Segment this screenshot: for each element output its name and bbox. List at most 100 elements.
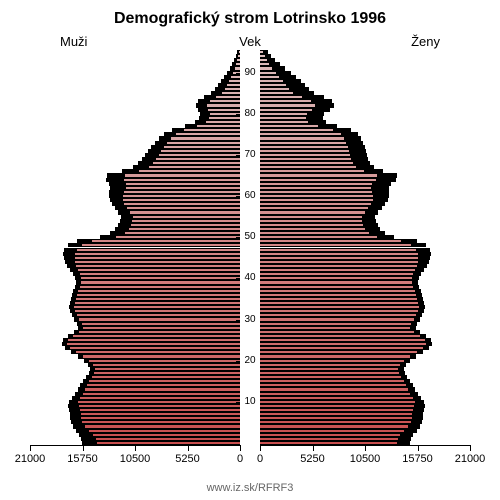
female-bar-row [260,260,470,264]
male-bar-row [30,293,240,297]
female-bar-row [260,392,470,396]
male-bar-row [30,178,240,182]
male-bar-row [30,79,240,83]
female-bar-row [260,103,470,107]
male-bar-row [30,124,240,128]
male-bar-row [30,297,240,301]
male-bar-row [30,375,240,379]
female-bar-row [260,301,470,305]
female-bar-row [260,141,470,145]
female-bar-row [260,182,470,186]
female-bar-row [260,272,470,276]
female-bar-row [260,149,470,153]
female-bar-row [260,408,470,412]
x-tick-label: 10500 [120,453,151,465]
male-bar-row [30,128,240,132]
male-bar-row [30,182,240,186]
female-bar-row [260,215,470,219]
male-bar-row [30,202,240,206]
female-bar-row [260,145,470,149]
female-bar-row [260,404,470,408]
female-bar-row [260,50,470,54]
x-tick [240,445,241,451]
male-bar-row [30,420,240,424]
age-axis: 102030405060708090 [240,50,260,445]
male-bar-row [30,145,240,149]
female-bars [260,50,470,445]
x-tick-label: 21000 [15,453,46,465]
female-bar-row [260,297,470,301]
female-bar-row [260,186,470,190]
female-bar-row [260,116,470,120]
male-bar-row [30,363,240,367]
x-tick-label: 15750 [67,453,98,465]
female-bar-row [260,248,470,252]
male-bar-row [30,346,240,350]
male-bar-row [30,83,240,87]
x-tick [188,445,189,451]
male-bar-row [30,313,240,317]
female-bar-row [260,202,470,206]
x-tick [418,445,419,451]
female-bar-row [260,58,470,62]
female-bar-row [260,112,470,116]
female-bar-row [260,359,470,363]
male-bar-row [30,412,240,416]
x-tick [470,445,471,451]
male-bar-row [30,334,240,338]
male-bar-row [30,219,240,223]
age-tick-label: 10 [240,397,260,407]
male-bar-row [30,99,240,103]
male-bar-row [30,359,240,363]
female-bar-row [260,169,470,173]
age-tick-label: 50 [240,232,260,242]
female-bar-row [260,124,470,128]
male-bar-row [30,169,240,173]
male-bar-row [30,305,240,309]
female-bar-row [260,367,470,371]
x-tick [30,445,31,451]
male-bar-row [30,285,240,289]
female-bar-row [260,437,470,441]
male-bar-row [30,342,240,346]
male-bar-row [30,371,240,375]
male-bar-row [30,408,240,412]
male-bar-row [30,404,240,408]
male-bar-row [30,429,240,433]
male-bar-row [30,206,240,210]
male-bar-row [30,239,240,243]
male-bar-row [30,350,240,354]
female-bar-row [260,178,470,182]
x-tick [83,445,84,451]
female-bar-row [260,256,470,260]
female-bar-row [260,285,470,289]
male-bar-row [30,272,240,276]
male-bar-row [30,354,240,358]
male-bar-row [30,387,240,391]
male-bar-row [30,149,240,153]
male-bar-row [30,95,240,99]
female-bar-row [260,128,470,132]
female-bar-row [260,305,470,309]
x-tick-label: 0 [257,453,263,465]
male-bar-row [30,243,240,247]
male-bar-row [30,268,240,272]
age-tick-label: 90 [240,68,260,78]
male-bar-row [30,194,240,198]
female-bar-row [260,210,470,214]
x-tick-label: 0 [237,453,243,465]
female-bar-row [260,338,470,342]
female-bar-row [260,120,470,124]
chart-title: Demografický strom Lotrinsko 1996 [0,10,500,28]
male-bar-row [30,141,240,145]
male-bar-row [30,367,240,371]
male-bar-row [30,301,240,305]
male-bar-row [30,256,240,260]
female-bar-row [260,231,470,235]
male-bar-row [30,108,240,112]
male-bar-row [30,260,240,264]
female-bar-row [260,268,470,272]
female-bar-row [260,317,470,321]
female-bar-row [260,289,470,293]
x-tick [365,445,366,451]
